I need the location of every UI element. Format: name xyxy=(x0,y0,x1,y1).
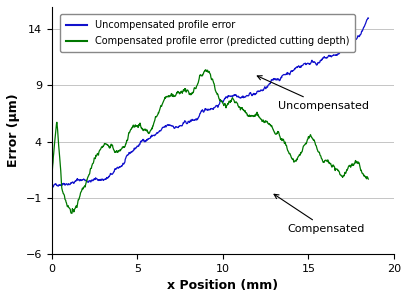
Y-axis label: Error (μm): Error (μm) xyxy=(7,94,20,167)
X-axis label: x Position (mm): x Position (mm) xyxy=(167,279,278,292)
Uncompensated profile error xyxy=(323,56,328,60)
Line: Uncompensated profile error: Uncompensated profile error xyxy=(51,18,368,189)
Compensated profile error (predicted cutting depth) xyxy=(49,179,54,183)
Uncompensated profile error xyxy=(366,16,370,20)
Compensated profile error (predicted cutting depth) xyxy=(288,154,293,158)
Uncompensated profile error xyxy=(366,16,371,20)
Uncompensated profile error xyxy=(184,122,189,126)
Uncompensated profile error xyxy=(84,179,89,182)
Uncompensated profile error xyxy=(132,147,137,151)
Compensated profile error (predicted cutting depth) xyxy=(323,158,328,162)
Compensated profile error (predicted cutting depth) xyxy=(366,177,371,181)
Compensated profile error (predicted cutting depth) xyxy=(84,179,89,182)
Compensated profile error (predicted cutting depth) xyxy=(69,211,74,215)
Legend: Uncompensated profile error, Compensated profile error (predicted cutting depth): Uncompensated profile error, Compensated… xyxy=(60,14,355,52)
Compensated profile error (predicted cutting depth) xyxy=(185,89,190,92)
Text: Compensated: Compensated xyxy=(274,194,365,234)
Compensated profile error (predicted cutting depth) xyxy=(275,130,280,133)
Compensated profile error (predicted cutting depth) xyxy=(132,125,137,129)
Uncompensated profile error xyxy=(275,78,279,82)
Uncompensated profile error xyxy=(288,72,293,75)
Compensated profile error (predicted cutting depth) xyxy=(203,68,208,71)
Text: Uncompensated: Uncompensated xyxy=(257,76,368,111)
Line: Compensated profile error (predicted cutting depth): Compensated profile error (predicted cut… xyxy=(51,70,368,213)
Uncompensated profile error xyxy=(49,187,54,191)
